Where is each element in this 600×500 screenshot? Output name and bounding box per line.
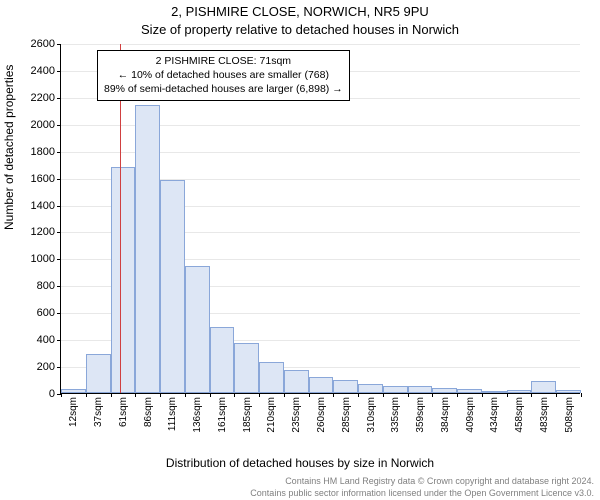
histogram-bar <box>61 389 86 393</box>
annotation-line-2: ← 10% of detached houses are smaller (76… <box>104 68 343 82</box>
histogram-bar <box>507 390 532 393</box>
ytick-mark <box>57 98 61 99</box>
xtick-mark <box>210 393 211 397</box>
ytick-mark <box>57 179 61 180</box>
ytick-mark <box>57 206 61 207</box>
histogram-bar <box>408 386 433 393</box>
histogram-bar <box>531 381 556 393</box>
title-main: 2, PISHMIRE CLOSE, NORWICH, NR5 9PU <box>0 4 600 19</box>
ytick-mark <box>57 152 61 153</box>
xtick-mark <box>160 393 161 397</box>
x-axis-label: Distribution of detached houses by size … <box>0 456 600 470</box>
histogram-bar <box>482 391 507 393</box>
ytick-label: 2200 <box>31 92 55 104</box>
y-axis-label-text: Number of detached properties <box>2 65 16 230</box>
xtick-mark <box>309 393 310 397</box>
histogram-bar <box>284 370 309 393</box>
xtick-mark <box>383 393 384 397</box>
histogram-bar <box>160 180 185 393</box>
histogram-bar <box>358 384 383 393</box>
xtick-mark <box>531 393 532 397</box>
ytick-mark <box>57 367 61 368</box>
xtick-mark <box>556 393 557 397</box>
ytick-label: 1200 <box>31 226 55 238</box>
histogram-bar <box>432 388 457 393</box>
histogram-bar <box>185 266 210 393</box>
ytick-label: 600 <box>37 307 55 319</box>
ytick-label: 2000 <box>31 119 55 131</box>
ytick-label: 2400 <box>31 65 55 77</box>
ytick-mark <box>57 125 61 126</box>
ytick-mark <box>57 44 61 45</box>
ytick-label: 0 <box>49 388 55 400</box>
xtick-mark <box>135 393 136 397</box>
ytick-mark <box>57 232 61 233</box>
histogram-bar <box>383 386 408 393</box>
ytick-mark <box>57 313 61 314</box>
footer-line-1: Contains HM Land Registry data © Crown c… <box>0 476 594 486</box>
annotation-box: 2 PISHMIRE CLOSE: 71sqm ← 10% of detache… <box>97 50 350 101</box>
xtick-mark <box>234 393 235 397</box>
ytick-mark <box>57 286 61 287</box>
xtick-mark <box>284 393 285 397</box>
y-axis-label: Number of detached properties <box>2 65 16 230</box>
histogram-bar <box>556 390 581 393</box>
xtick-mark <box>507 393 508 397</box>
histogram-bar <box>210 327 235 393</box>
annotation-line-3: 89% of semi-detached houses are larger (… <box>104 82 343 96</box>
ytick-label: 1800 <box>31 146 55 158</box>
ytick-mark <box>57 259 61 260</box>
ytick-label: 400 <box>37 334 55 346</box>
footer-line-2: Contains public sector information licen… <box>0 488 594 498</box>
histogram-bar <box>234 343 259 393</box>
plot-area: 0200400600800100012001400160018002000220… <box>60 44 580 394</box>
histogram-bar <box>135 105 160 393</box>
histogram-bar <box>457 389 482 393</box>
ytick-label: 800 <box>37 280 55 292</box>
annotation-line-1: 2 PISHMIRE CLOSE: 71sqm <box>104 54 343 68</box>
ytick-label: 1400 <box>31 200 55 212</box>
gridline-h <box>61 44 580 45</box>
histogram-bar <box>309 377 334 393</box>
ytick-label: 200 <box>37 361 55 373</box>
histogram-bar <box>86 354 111 393</box>
xtick-mark <box>333 393 334 397</box>
xtick-mark <box>185 393 186 397</box>
ytick-mark <box>57 340 61 341</box>
xtick-mark <box>432 393 433 397</box>
ytick-label: 2600 <box>31 38 55 50</box>
xtick-mark <box>482 393 483 397</box>
ytick-label: 1600 <box>31 173 55 185</box>
ytick-label: 1000 <box>31 253 55 265</box>
histogram-bar <box>111 167 136 393</box>
histogram-bar <box>333 380 358 393</box>
xtick-mark <box>408 393 409 397</box>
xtick-mark <box>111 393 112 397</box>
chart-container: 2, PISHMIRE CLOSE, NORWICH, NR5 9PU Size… <box>0 0 600 500</box>
xtick-mark <box>86 393 87 397</box>
ytick-mark <box>57 71 61 72</box>
histogram-bar <box>259 362 284 393</box>
xtick-mark <box>259 393 260 397</box>
xtick-mark <box>61 393 62 397</box>
xtick-mark <box>457 393 458 397</box>
xtick-mark <box>358 393 359 397</box>
title-sub: Size of property relative to detached ho… <box>0 22 600 37</box>
xtick-mark <box>581 393 582 397</box>
